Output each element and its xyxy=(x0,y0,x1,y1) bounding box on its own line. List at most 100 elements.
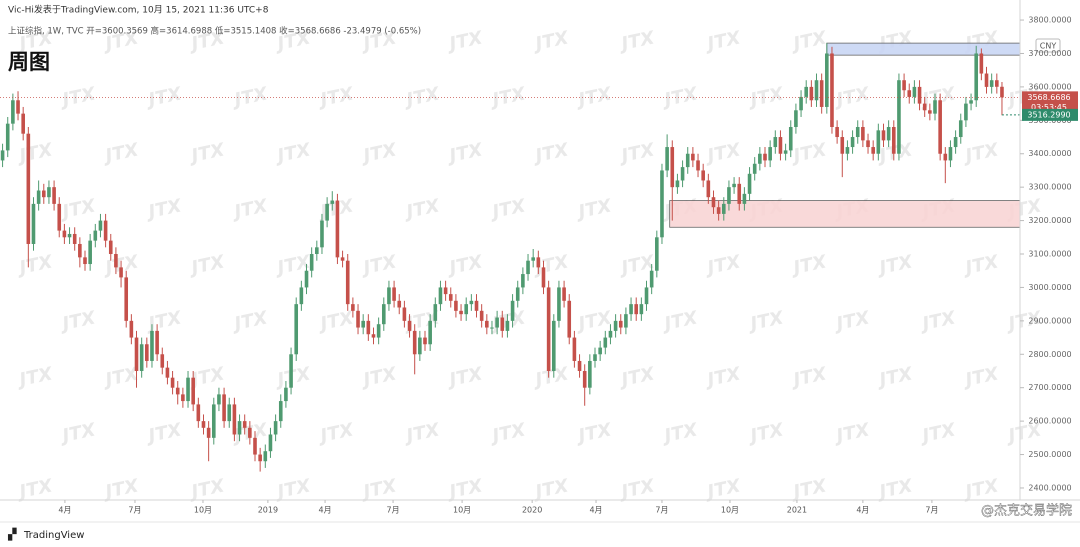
candle-body xyxy=(459,310,463,315)
candle-body xyxy=(325,203,329,221)
candle-body xyxy=(16,100,20,114)
candle-body xyxy=(670,147,675,188)
x-tick-label: 7月 xyxy=(655,506,668,515)
candle-body xyxy=(145,344,149,361)
candle-body xyxy=(964,103,968,121)
candle-body xyxy=(557,287,561,321)
candle-body xyxy=(11,100,15,124)
candle-body xyxy=(26,133,31,244)
candle-body xyxy=(0,150,5,161)
candle-body xyxy=(31,203,36,244)
candle-body xyxy=(464,304,469,315)
candle-body xyxy=(88,240,92,265)
candle-body xyxy=(603,337,608,348)
candle-body xyxy=(412,330,417,355)
candle-body xyxy=(742,193,747,204)
candle-body xyxy=(897,80,901,154)
candle-body xyxy=(129,320,134,338)
candle-body xyxy=(201,421,206,428)
candle-body xyxy=(93,230,98,241)
candle-body xyxy=(891,127,896,154)
candle-body xyxy=(938,100,942,154)
candle-body xyxy=(639,304,644,315)
candle-body xyxy=(721,203,726,214)
candle-body xyxy=(737,183,742,204)
subtitle: 上证综指, 1W, TVC 开=3600.3569 高=3614.6988 低=… xyxy=(8,26,421,37)
candle-body xyxy=(675,180,680,188)
candle-body xyxy=(551,320,556,371)
candle-body xyxy=(181,394,185,402)
candle-body xyxy=(758,153,762,164)
zone xyxy=(826,42,1021,56)
candle-body xyxy=(830,53,834,128)
candle-body xyxy=(222,394,226,422)
y-tick-label: 3600.0000 xyxy=(1028,82,1071,91)
candle-body xyxy=(428,320,432,345)
x-tick-label: 2020 xyxy=(522,506,542,515)
candle-body xyxy=(242,421,247,428)
candle-body xyxy=(114,254,118,268)
candle-body xyxy=(340,257,345,261)
candle-body xyxy=(696,160,700,171)
candle-body xyxy=(83,257,87,265)
x-tick-label: 10月 xyxy=(721,506,739,515)
candle-body xyxy=(268,434,273,452)
candle-body xyxy=(320,220,324,248)
candle-body xyxy=(418,337,422,355)
marker-tag xyxy=(1022,108,1078,121)
candle-body xyxy=(752,163,757,174)
candle-body xyxy=(701,170,705,181)
candle-body xyxy=(41,190,46,198)
candle-body xyxy=(799,96,803,111)
candle-body xyxy=(778,137,783,154)
candle-body xyxy=(593,354,597,361)
candle-body xyxy=(948,147,953,161)
candle-body xyxy=(660,170,664,238)
candle-body xyxy=(521,274,525,288)
candle-body xyxy=(124,277,129,321)
x-tick-label: 10月 xyxy=(194,506,212,515)
candle-body xyxy=(536,257,541,268)
credit: @杰克交易学院 xyxy=(981,503,1072,519)
candle-body xyxy=(139,344,144,371)
candle-body xyxy=(196,404,201,422)
candle-body xyxy=(474,300,479,311)
y-tick-label: 3000.0000 xyxy=(1028,283,1071,292)
candle-body xyxy=(515,287,520,301)
candle-body xyxy=(211,404,216,438)
candle-body xyxy=(170,377,175,388)
candle-body xyxy=(624,314,628,328)
candle-body xyxy=(577,360,582,371)
y-tick-label: 2900.0000 xyxy=(1028,316,1071,325)
candle-body xyxy=(886,127,891,141)
candle-body xyxy=(943,153,948,161)
candle-body xyxy=(108,240,113,255)
candle-body xyxy=(490,327,494,329)
candle-body xyxy=(227,404,232,422)
candle-body xyxy=(572,337,577,361)
candle-body xyxy=(273,421,278,435)
x-tick-label: 4月 xyxy=(58,506,71,515)
candle-body xyxy=(588,360,592,388)
candle-body xyxy=(706,180,711,198)
candle-body xyxy=(454,300,458,311)
candle-body xyxy=(644,287,649,305)
candle-body xyxy=(732,183,736,188)
candle-body xyxy=(67,233,72,238)
candle-body xyxy=(376,324,381,338)
currency-box xyxy=(1035,38,1061,53)
candle-body xyxy=(485,320,489,328)
candle-body xyxy=(783,150,788,154)
brand: TradingView xyxy=(23,530,84,541)
candle-body xyxy=(21,113,25,134)
candle-body xyxy=(258,454,262,462)
candle-body xyxy=(768,147,772,161)
candle-body xyxy=(155,330,159,355)
candle-body xyxy=(814,80,819,101)
candle-body xyxy=(984,73,989,87)
y-tick-label: 3300.0000 xyxy=(1028,183,1071,192)
candle-body xyxy=(716,207,721,214)
y-tick-label: 2400.0000 xyxy=(1028,483,1071,492)
candle-body xyxy=(582,370,587,388)
candle-body xyxy=(510,300,515,321)
